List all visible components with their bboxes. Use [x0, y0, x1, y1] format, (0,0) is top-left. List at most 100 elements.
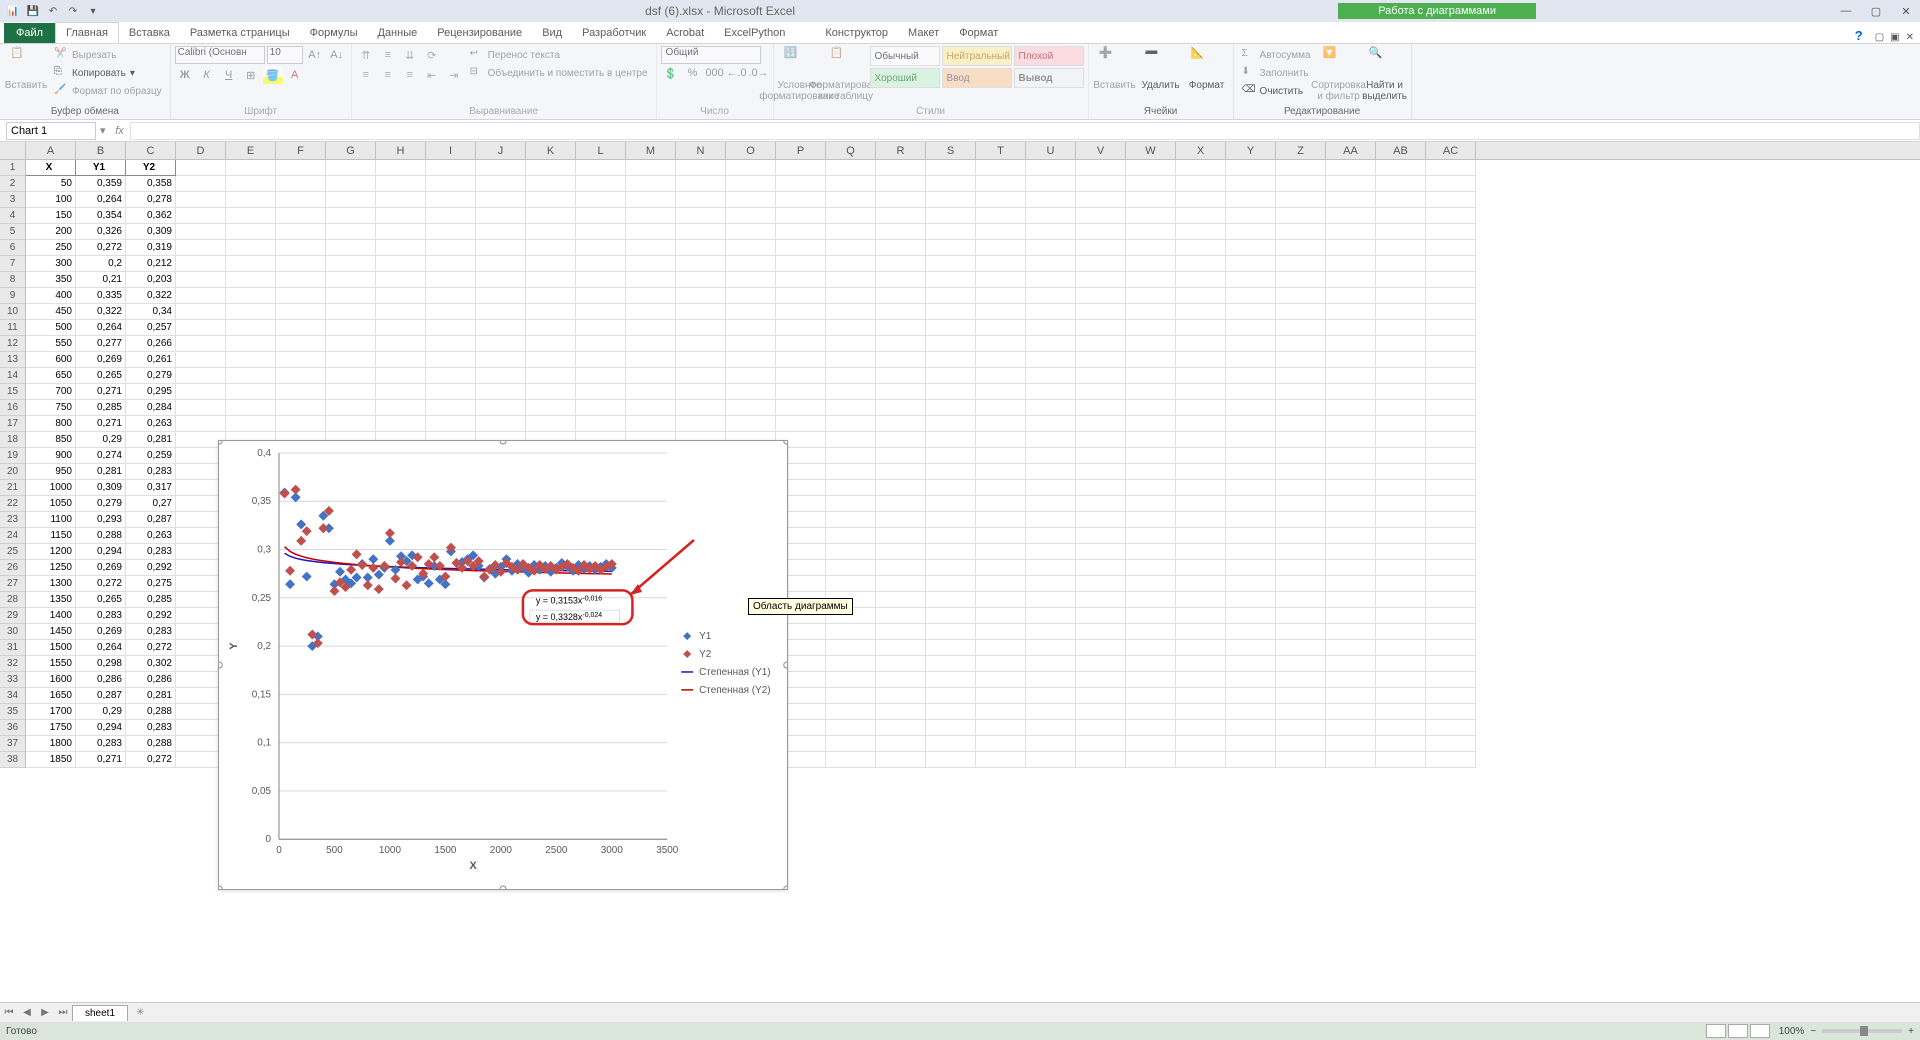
- cell[interactable]: [376, 192, 426, 208]
- cell[interactable]: [326, 368, 376, 384]
- cell[interactable]: [976, 640, 1026, 656]
- cell[interactable]: [1326, 496, 1376, 512]
- cell[interactable]: [576, 240, 626, 256]
- cell[interactable]: 0,283: [126, 464, 176, 480]
- cell[interactable]: [1176, 528, 1226, 544]
- cell[interactable]: [1176, 272, 1226, 288]
- cell[interactable]: [476, 320, 526, 336]
- cell[interactable]: [926, 448, 976, 464]
- cell[interactable]: [476, 176, 526, 192]
- row-header[interactable]: 24: [0, 528, 26, 544]
- cell[interactable]: [926, 736, 976, 752]
- table-header[interactable]: Y2: [126, 160, 176, 176]
- cell[interactable]: [876, 480, 926, 496]
- cell[interactable]: [676, 400, 726, 416]
- cell[interactable]: [1176, 192, 1226, 208]
- cell[interactable]: [1176, 256, 1226, 272]
- cell[interactable]: [1326, 736, 1376, 752]
- format-painter-button[interactable]: 🖌️Формат по образцу: [50, 82, 166, 100]
- cell[interactable]: [776, 400, 826, 416]
- cell[interactable]: [1376, 544, 1426, 560]
- cell[interactable]: [226, 336, 276, 352]
- cell[interactable]: [1176, 480, 1226, 496]
- row-header[interactable]: 2: [0, 176, 26, 192]
- row-header[interactable]: 22: [0, 496, 26, 512]
- row-header[interactable]: 9: [0, 288, 26, 304]
- view-break-icon[interactable]: [1750, 1024, 1770, 1038]
- table-header[interactable]: X: [26, 160, 76, 176]
- cell[interactable]: [1176, 400, 1226, 416]
- cell[interactable]: [226, 352, 276, 368]
- col-header-C[interactable]: C: [126, 142, 176, 159]
- align-top-icon[interactable]: ⇈: [356, 46, 376, 64]
- cell[interactable]: [826, 544, 876, 560]
- cell[interactable]: [1126, 512, 1176, 528]
- cell[interactable]: [1326, 176, 1376, 192]
- cell[interactable]: [676, 352, 726, 368]
- cell[interactable]: [1326, 608, 1376, 624]
- cell[interactable]: 0,317: [126, 480, 176, 496]
- col-header-W[interactable]: W: [1126, 142, 1176, 159]
- cell[interactable]: [1276, 624, 1326, 640]
- cell[interactable]: [876, 640, 926, 656]
- cell[interactable]: [1126, 400, 1176, 416]
- style-neutral[interactable]: Нейтральный: [942, 46, 1012, 66]
- cell[interactable]: 0,283: [76, 736, 126, 752]
- col-header-AA[interactable]: AA: [1326, 142, 1376, 159]
- cell[interactable]: [1376, 480, 1426, 496]
- cell[interactable]: [476, 208, 526, 224]
- cell[interactable]: [1226, 160, 1276, 176]
- cell[interactable]: [826, 480, 876, 496]
- cell[interactable]: [426, 192, 476, 208]
- cell[interactable]: [426, 288, 476, 304]
- cell[interactable]: [1326, 464, 1376, 480]
- cell[interactable]: [1326, 640, 1376, 656]
- cell[interactable]: [1276, 352, 1326, 368]
- cell[interactable]: [1126, 208, 1176, 224]
- cell[interactable]: [426, 256, 476, 272]
- cell[interactable]: [926, 176, 976, 192]
- cell[interactable]: [1126, 176, 1176, 192]
- cell[interactable]: [976, 752, 1026, 768]
- tab-excelpython[interactable]: ExcelPython: [714, 23, 795, 43]
- cell[interactable]: 100: [26, 192, 76, 208]
- row-header[interactable]: 15: [0, 384, 26, 400]
- cell[interactable]: [1026, 304, 1076, 320]
- cell[interactable]: [1076, 624, 1126, 640]
- cell[interactable]: [526, 160, 576, 176]
- cell[interactable]: [1376, 272, 1426, 288]
- cell[interactable]: [976, 352, 1026, 368]
- ribbon-close-icon[interactable]: ✕: [1906, 32, 1914, 43]
- cell[interactable]: [976, 192, 1026, 208]
- cell[interactable]: [1126, 656, 1176, 672]
- cell[interactable]: [1176, 320, 1226, 336]
- cell[interactable]: [1026, 688, 1076, 704]
- sheet-next-icon[interactable]: ▶: [36, 1007, 54, 1018]
- cell[interactable]: [826, 752, 876, 768]
- cell[interactable]: [176, 336, 226, 352]
- cell[interactable]: [576, 336, 626, 352]
- cell[interactable]: [1376, 240, 1426, 256]
- cell[interactable]: [276, 304, 326, 320]
- cell[interactable]: [1226, 288, 1276, 304]
- cell[interactable]: [526, 256, 576, 272]
- cell[interactable]: [1076, 304, 1126, 320]
- cell[interactable]: [1126, 272, 1176, 288]
- cell[interactable]: [1326, 528, 1376, 544]
- cell[interactable]: [1026, 608, 1076, 624]
- cell[interactable]: [376, 176, 426, 192]
- cell[interactable]: [576, 176, 626, 192]
- cell[interactable]: [526, 368, 576, 384]
- cell[interactable]: [826, 496, 876, 512]
- cell[interactable]: [876, 496, 926, 512]
- cell[interactable]: [876, 160, 926, 176]
- cell[interactable]: [526, 336, 576, 352]
- cell[interactable]: [326, 272, 376, 288]
- cell[interactable]: 0,322: [76, 304, 126, 320]
- cell[interactable]: [976, 672, 1026, 688]
- cell[interactable]: 0,293: [76, 512, 126, 528]
- cell[interactable]: [476, 240, 526, 256]
- cell[interactable]: [1176, 752, 1226, 768]
- cell[interactable]: [776, 384, 826, 400]
- cell[interactable]: [176, 400, 226, 416]
